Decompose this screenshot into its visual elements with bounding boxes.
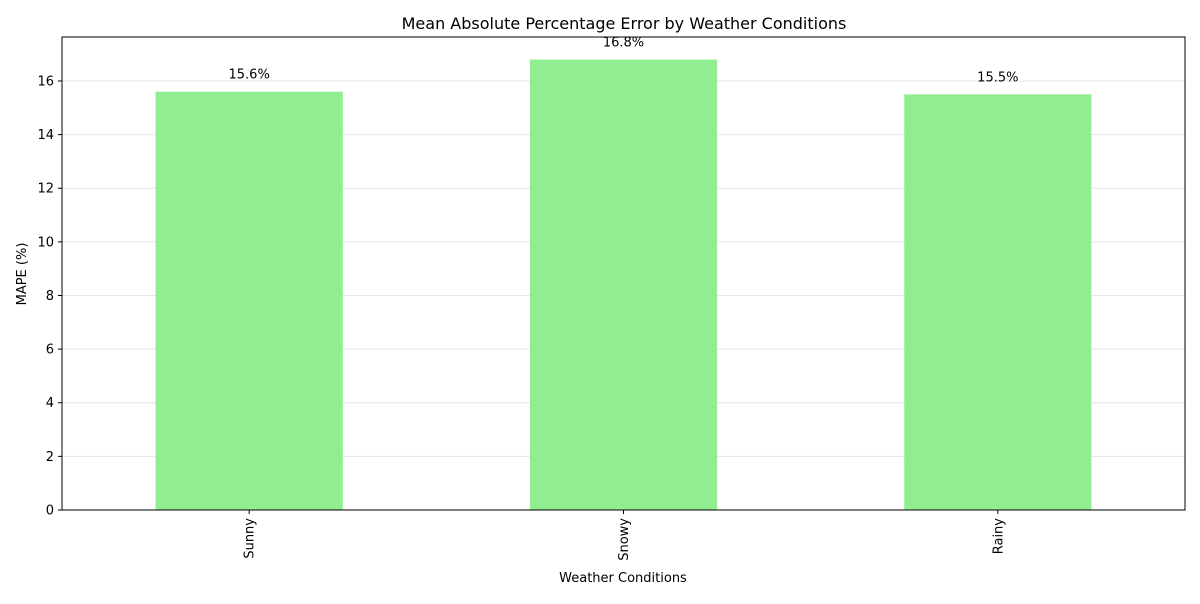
y-axis-ticks: 0 2 4 6 8 10 12 14 16 xyxy=(37,74,62,519)
y-tick-label: 10 xyxy=(37,235,54,250)
chart-title: Mean Absolute Percentage Error by Weathe… xyxy=(402,14,847,33)
bar-sunny xyxy=(155,91,343,510)
data-label: 15.5% xyxy=(977,70,1018,85)
x-tick-label: Snowy xyxy=(617,518,632,561)
data-labels: 15.6% 16.8% 15.5% xyxy=(229,36,1019,86)
y-tick-label: 12 xyxy=(37,182,54,197)
x-axis-label: Weather Conditions xyxy=(559,571,687,586)
x-axis-ticks: Sunny Snowy Rainy xyxy=(243,510,1006,561)
x-tick-label: Sunny xyxy=(243,518,258,559)
data-label: 15.6% xyxy=(229,68,270,83)
data-label: 16.8% xyxy=(603,36,644,51)
bar-rainy xyxy=(904,94,1092,511)
y-tick-label: 2 xyxy=(46,450,54,465)
y-tick-label: 6 xyxy=(46,343,54,358)
bar-snowy xyxy=(529,59,718,511)
y-tick-label: 0 xyxy=(46,504,54,519)
y-tick-label: 4 xyxy=(46,396,54,411)
x-tick-label: Rainy xyxy=(991,518,1006,555)
y-tick-label: 16 xyxy=(37,74,54,89)
y-tick-label: 8 xyxy=(46,289,54,304)
y-tick-label: 14 xyxy=(37,128,54,143)
y-axis-label: MAPE (%) xyxy=(15,243,30,306)
bar-layer xyxy=(155,59,1092,511)
